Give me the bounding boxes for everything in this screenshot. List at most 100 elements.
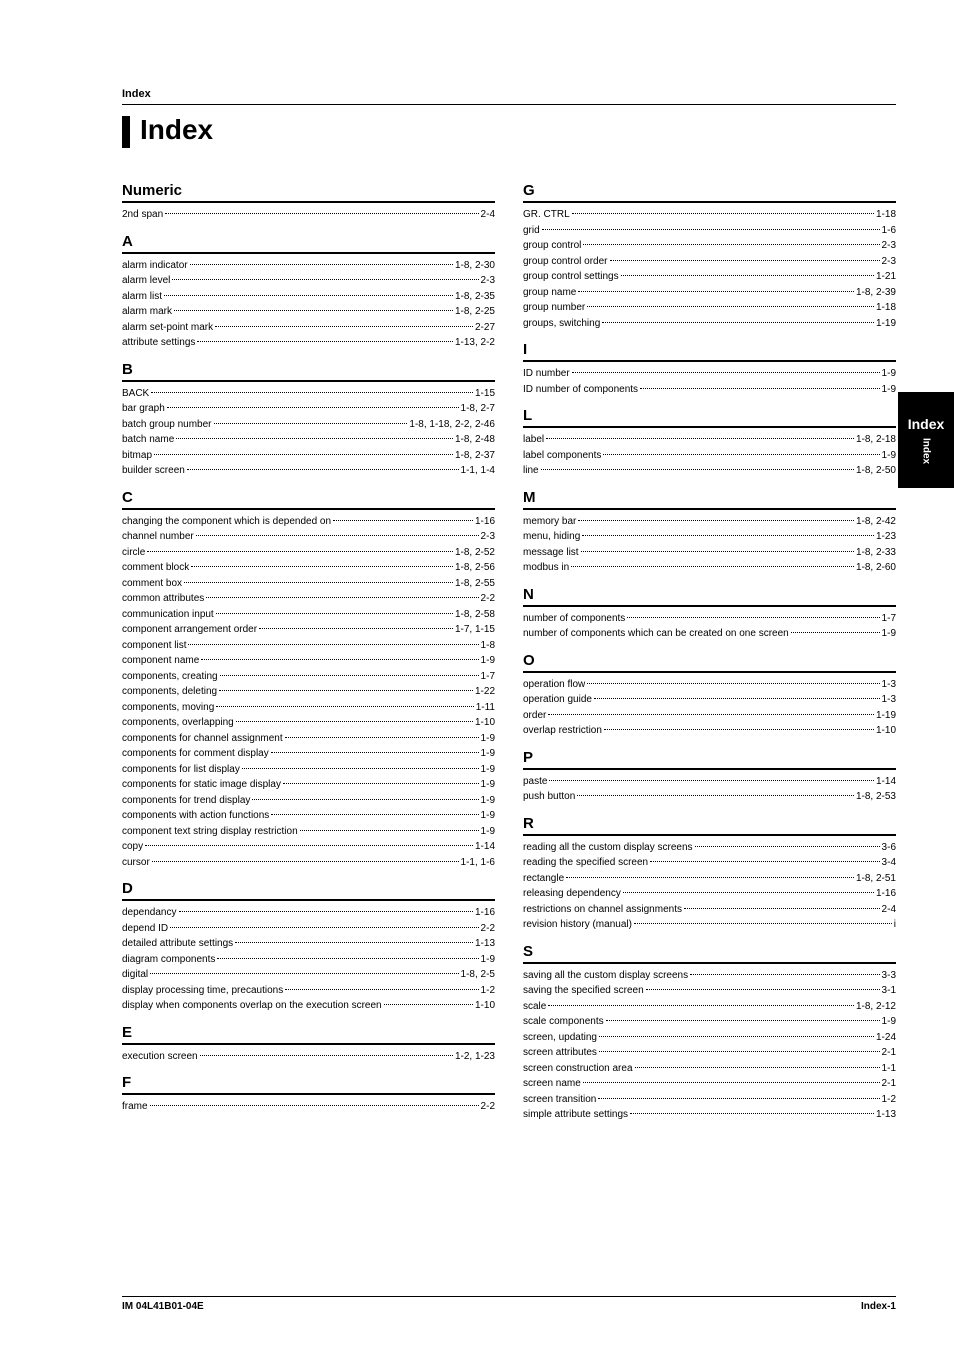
leader-dots: [333, 520, 473, 521]
index-pages: 3-3: [882, 968, 896, 984]
leader-dots: [152, 861, 459, 862]
index-pages: 1-1, 1-4: [461, 463, 495, 479]
index-term: alarm list: [122, 289, 162, 305]
index-entry: execution screen1-2, 1-23: [122, 1049, 495, 1065]
leader-dots: [606, 1020, 880, 1021]
index-term: operation flow: [523, 677, 585, 693]
index-entry: alarm level2-3: [122, 273, 495, 289]
leader-dots: [684, 908, 880, 909]
leader-dots: [578, 291, 854, 292]
leader-dots: [646, 989, 880, 990]
section-heading: P: [523, 749, 896, 766]
side-tab-sub: Index: [921, 438, 932, 464]
index-entry: components for list display1-9: [122, 762, 495, 778]
index-term: simple attribute settings: [523, 1107, 628, 1123]
index-pages: 2-3: [882, 238, 896, 254]
index-term: common attributes: [122, 591, 204, 607]
index-entry: alarm list1-8, 2-35: [122, 289, 495, 305]
index-entry: grid1-6: [523, 223, 896, 239]
index-entry: components with action functions1-9: [122, 808, 495, 824]
index-term: comment block: [122, 560, 189, 576]
index-pages: 1-8, 2-48: [455, 432, 495, 448]
index-entry: message list1-8, 2-33: [523, 545, 896, 561]
index-pages: 1-9: [481, 793, 495, 809]
index-entry: display when components overlap on the e…: [122, 998, 495, 1014]
index-pages: 1-3: [882, 692, 896, 708]
section-heading: L: [523, 407, 896, 424]
index-entry: reading all the custom display screens3-…: [523, 840, 896, 856]
index-entry: dependancy1-16: [122, 905, 495, 921]
section-rule: [523, 605, 896, 607]
leader-dots: [219, 690, 473, 691]
section-heading: E: [122, 1024, 495, 1041]
index-entry: groups, switching1-19: [523, 316, 896, 332]
index-entry: comment block1-8, 2-56: [122, 560, 495, 576]
index-term: screen transition: [523, 1092, 596, 1108]
index-pages: 1-8, 2-55: [455, 576, 495, 592]
index-term: components for static image display: [122, 777, 281, 793]
section-rule: [122, 1093, 495, 1095]
index-entry: saving the specified screen3-1: [523, 983, 896, 999]
index-pages: 1-8, 2-60: [856, 560, 896, 576]
index-entry: GR. CTRL1-18: [523, 207, 896, 223]
index-pages: 1-21: [876, 269, 896, 285]
section-heading: S: [523, 943, 896, 960]
index-entry: channel number2-3: [122, 529, 495, 545]
index-entry: label1-8, 2-18: [523, 432, 896, 448]
leader-dots: [640, 388, 879, 389]
section-rule: [122, 252, 495, 254]
index-pages: 1-8, 2-12: [856, 999, 896, 1015]
index-pages: 1-16: [475, 514, 495, 530]
index-term: releasing dependency: [523, 886, 621, 902]
leader-dots: [217, 958, 478, 959]
index-entry: components, creating1-7: [122, 669, 495, 685]
index-entry: label components1-9: [523, 448, 896, 464]
index-term: channel number: [122, 529, 194, 545]
leader-dots: [220, 675, 479, 676]
leader-dots: [216, 706, 473, 707]
leader-dots: [259, 628, 453, 629]
index-term: communication input: [122, 607, 214, 623]
index-term: number of components which can be create…: [523, 626, 789, 642]
index-pages: 1-8, 2-51: [856, 871, 896, 887]
section-heading: A: [122, 233, 495, 250]
leader-dots: [546, 438, 854, 439]
index-term: group name: [523, 285, 576, 301]
index-entry: menu, hiding1-23: [523, 529, 896, 545]
index-term: comment box: [122, 576, 182, 592]
side-tab: Index Index: [898, 392, 954, 488]
index-entry: order1-19: [523, 708, 896, 724]
index-entry: components for trend display1-9: [122, 793, 495, 809]
index-term: number of components: [523, 611, 625, 627]
index-pages: 2-2: [481, 921, 495, 937]
index-term: groups, switching: [523, 316, 600, 332]
leader-dots: [630, 1113, 874, 1114]
index-term: saving all the custom display screens: [523, 968, 688, 984]
index-pages: 1-9: [481, 731, 495, 747]
index-pages: 1-2: [882, 1092, 896, 1108]
leader-dots: [623, 892, 874, 893]
index-pages: 1-3: [882, 677, 896, 693]
leader-dots: [147, 551, 453, 552]
index-pages: 1-8, 2-30: [455, 258, 495, 274]
leader-dots: [190, 264, 453, 265]
leader-dots: [791, 632, 880, 633]
index-term: label components: [523, 448, 601, 464]
index-pages: 1-7: [481, 669, 495, 685]
section-heading: N: [523, 586, 896, 603]
index-entry: builder screen1-1, 1-4: [122, 463, 495, 479]
index-pages: 1-9: [481, 777, 495, 793]
index-term: revision history (manual): [523, 917, 632, 933]
index-pages: 1-23: [876, 529, 896, 545]
index-pages: 2-27: [475, 320, 495, 336]
leader-dots: [214, 423, 408, 424]
index-term: components, overlapping: [122, 715, 234, 731]
index-pages: 1-7, 1-15: [455, 622, 495, 638]
index-pages: 2-3: [882, 254, 896, 270]
index-term: line: [523, 463, 539, 479]
index-entry: display processing time, precautions1-2: [122, 983, 495, 999]
leader-dots: [571, 566, 854, 567]
index-pages: 1-10: [475, 998, 495, 1014]
index-pages: 1-8, 1-18, 2-2, 2-46: [409, 417, 495, 433]
section-heading: D: [122, 880, 495, 897]
